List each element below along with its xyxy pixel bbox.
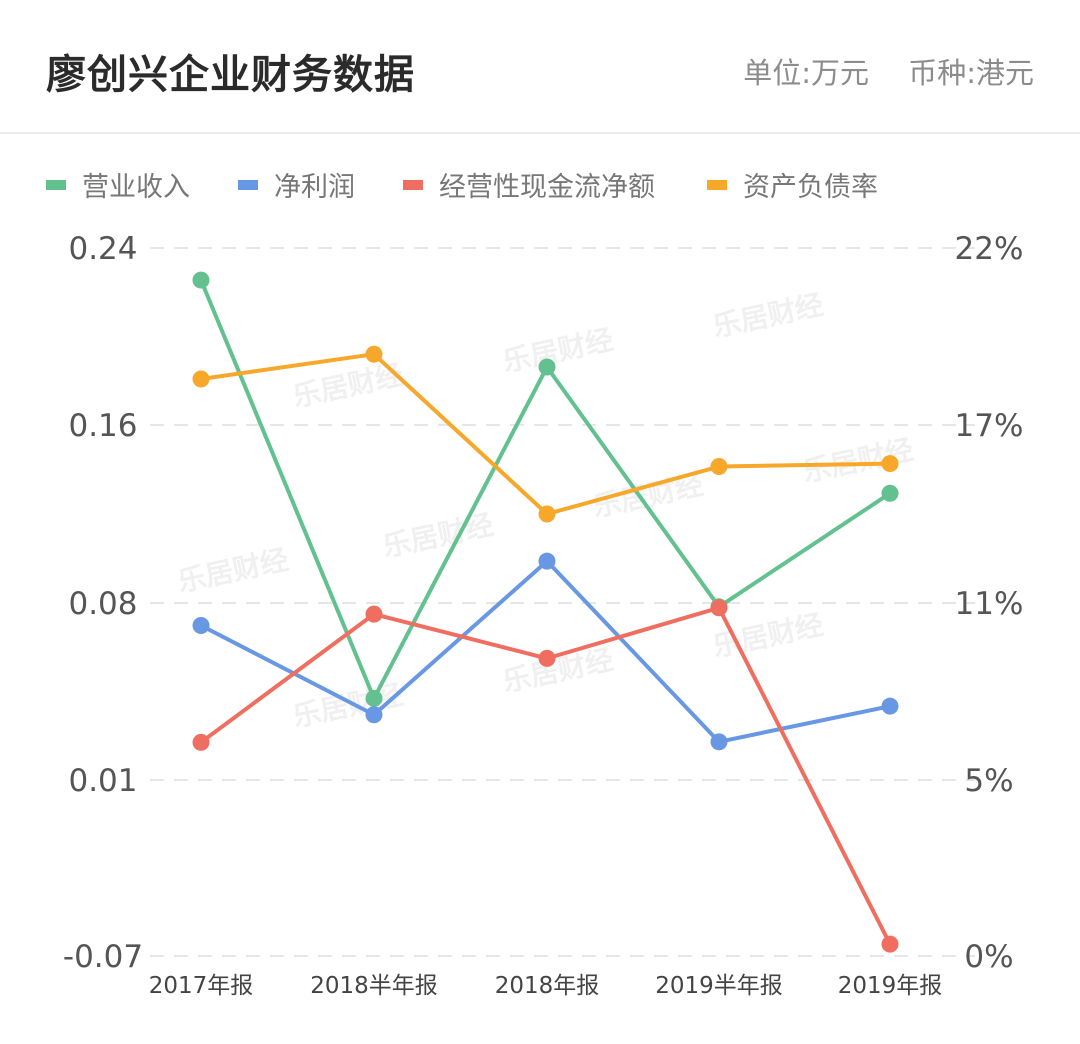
- data-point: [538, 649, 556, 667]
- legend-label: 净利润: [274, 172, 355, 203]
- legend-label: 经营性现金流净额: [439, 172, 655, 203]
- watermark: 乐居财经: [290, 678, 406, 734]
- chart-header: 廖创兴企业财务数据 单位:万元 币种:港元: [0, 0, 1080, 134]
- data-point: [538, 552, 556, 570]
- data-point: [365, 605, 383, 623]
- watermark: 乐居财经: [800, 433, 916, 489]
- left-axis-tick-label: 0.01: [68, 763, 137, 799]
- left-axis-tick-label: 0.16: [68, 408, 137, 444]
- data-point: [710, 599, 728, 617]
- left-axis-tick-label: 0.24: [68, 231, 137, 267]
- legend-swatch: [46, 180, 66, 190]
- data-point: [881, 455, 899, 473]
- right-axis-tick-label: 0%: [964, 939, 1013, 975]
- legend-swatch: [403, 180, 423, 190]
- chart-title: 廖创兴企业财务数据: [46, 52, 415, 98]
- watermark: 乐居财经: [710, 288, 826, 344]
- legend-swatch: [238, 180, 258, 190]
- data-point: [881, 697, 899, 715]
- data-point: [538, 358, 556, 376]
- data-point: [710, 733, 728, 751]
- right-axis-tick-label: 5%: [964, 763, 1013, 799]
- x-axis-tick-label: 2017年报: [149, 973, 254, 999]
- legend-label: 营业收入: [82, 172, 190, 203]
- right-axis-tick-label: 17%: [955, 408, 1024, 444]
- x-axis-tick-label: 2019年报: [838, 973, 943, 999]
- data-point: [192, 271, 210, 289]
- watermark: 乐居财经: [175, 543, 291, 599]
- left-axis-tick-label: 0.08: [68, 586, 137, 622]
- legend-swatch: [707, 180, 727, 190]
- data-point: [710, 458, 728, 476]
- data-point: [881, 484, 899, 502]
- x-axis-tick-label: 2018年报: [495, 973, 600, 999]
- left-axis-tick-label: -0.07: [63, 939, 143, 975]
- unit-label: 单位:万元: [743, 56, 869, 90]
- watermark: 乐居财经: [380, 508, 496, 564]
- watermark: 乐居财经: [710, 608, 826, 664]
- data-point: [365, 706, 383, 724]
- data-point: [192, 733, 210, 751]
- data-point: [365, 689, 383, 707]
- legend-item: 营业收入: [46, 172, 190, 203]
- legend-label: 资产负债率: [743, 172, 878, 203]
- data-point: [192, 617, 210, 635]
- x-axis-tick-label: 2018半年报: [310, 973, 438, 999]
- legend-item: 经营性现金流净额: [403, 172, 655, 203]
- right-axis-tick-label: 22%: [955, 231, 1024, 267]
- data-point: [538, 505, 556, 523]
- chart-meta: 单位:万元 币种:港元: [713, 50, 1034, 92]
- data-point: [192, 370, 210, 388]
- currency-label: 币种:港元: [908, 56, 1034, 90]
- legend-item: 资产负债率: [707, 172, 878, 203]
- data-point: [881, 935, 899, 953]
- watermark: 乐居财经: [500, 323, 616, 379]
- data-point: [365, 345, 383, 363]
- x-axis-tick-label: 2019半年报: [655, 973, 783, 999]
- legend-item: 净利润: [238, 172, 355, 203]
- right-axis-tick-label: 11%: [955, 586, 1024, 622]
